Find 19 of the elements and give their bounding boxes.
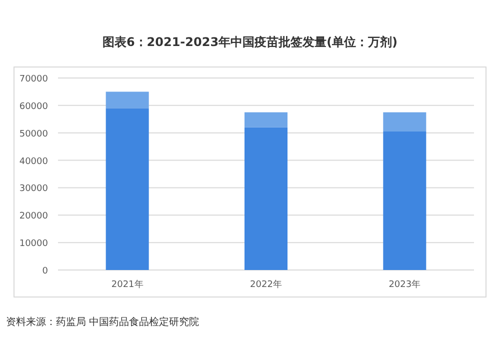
y-tick-label: 0 [42,266,48,276]
x-tick-label: 2023年 [388,279,421,290]
y-tick-label: 10000 [19,239,48,250]
x-tick-label: 2021年 [111,279,144,290]
bar [383,112,426,132]
y-tick-label: 50000 [19,129,48,140]
bar [106,108,149,270]
bar [106,92,149,108]
y-tick-label: 60000 [19,102,48,112]
y-tick-label: 20000 [19,212,48,222]
y-tick-label: 30000 [19,184,48,194]
text: 资料来源：药监局 中国药品食品检定研究院 [6,316,200,328]
x-tick-label: 2022年 [250,279,282,290]
y-tick-label: 70000 [19,74,48,84]
y-tick-label: 40000 [19,156,48,167]
bar [383,131,426,270]
chart-title: 图表6：2021-2023年中国疫苗批签发量(单位：万剂) [102,35,398,49]
bar [244,127,288,270]
bar [244,112,288,128]
